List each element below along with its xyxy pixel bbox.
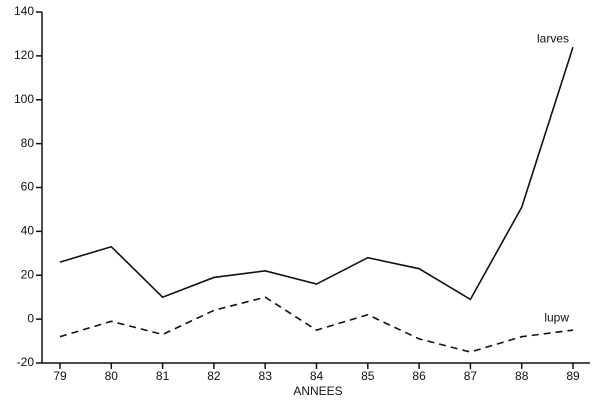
x-tick-label: 84 [310, 369, 324, 383]
x-tick-label: 82 [207, 369, 221, 383]
y-tick-label: 100 [14, 92, 34, 106]
x-tick-label: 79 [53, 369, 67, 383]
y-tick-label: -20 [17, 355, 35, 369]
x-tick-label: 86 [412, 369, 426, 383]
y-tick-label: 80 [21, 136, 35, 150]
series-label: larves [537, 31, 569, 45]
y-tick-label: 20 [21, 267, 35, 281]
y-tick-label: 140 [14, 4, 34, 18]
x-tick-label: 81 [156, 369, 170, 383]
x-tick-label: 85 [361, 369, 375, 383]
series-line [59, 46, 574, 301]
x-tick-label: 83 [259, 369, 273, 383]
series-label: lupw [544, 310, 569, 324]
x-axis-label: ANNEES [293, 384, 342, 398]
y-tick-label: 40 [21, 224, 35, 238]
y-tick-label: 120 [14, 48, 34, 62]
x-tick-label: 80 [105, 369, 119, 383]
y-tick-label: 0 [27, 311, 34, 325]
series-line [59, 296, 574, 353]
x-tick-label: 89 [566, 369, 580, 383]
y-tick-label: 60 [21, 180, 35, 194]
x-tick-label: 88 [515, 369, 529, 383]
x-tick-label: 87 [464, 369, 478, 383]
